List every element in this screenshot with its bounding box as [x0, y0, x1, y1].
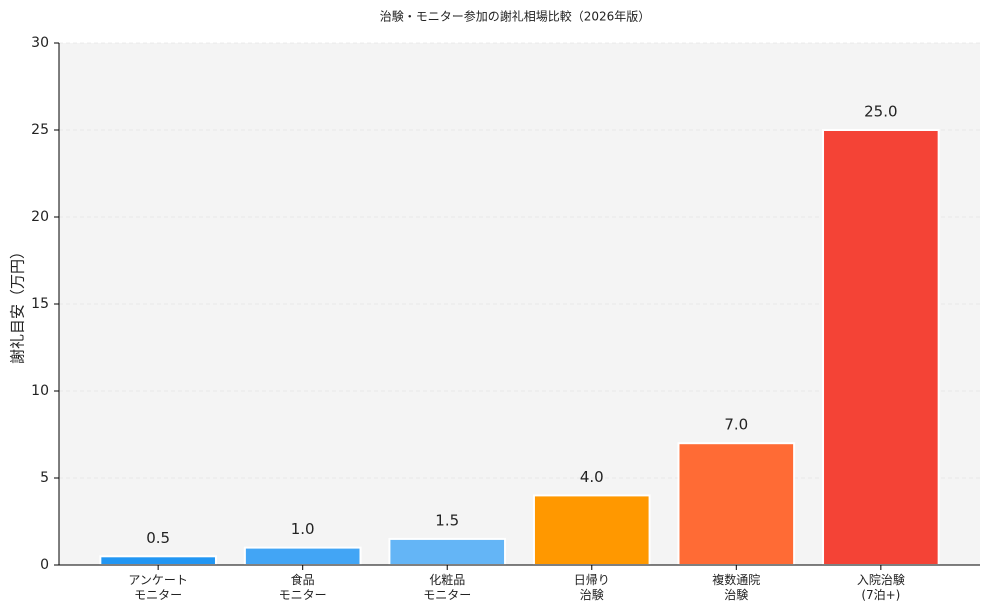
- bar: [822, 129, 940, 566]
- y-tick-label: 10: [31, 383, 49, 399]
- value-label: 1.5: [435, 511, 459, 529]
- bar: [677, 442, 796, 567]
- y-tick-label: 30: [31, 35, 49, 51]
- value-label: 1.0: [291, 520, 315, 538]
- y-tick-label: 15: [31, 296, 49, 312]
- y-tick-label: 0: [40, 557, 49, 573]
- value-label: 0.5: [146, 529, 170, 547]
- y-tick-label: 20: [31, 209, 49, 225]
- x-tick-label: 化粧品 モニター: [423, 573, 472, 602]
- y-tick-label: 25: [31, 122, 49, 138]
- y-axis-label: 謝礼目安（万円）: [9, 244, 27, 364]
- value-label: 25.0: [864, 103, 897, 121]
- bar: [243, 546, 362, 566]
- x-tick-label: 食品 モニター: [278, 573, 327, 602]
- x-tick-label: 複数通院 治験: [712, 573, 761, 602]
- x-tick-label: 入院治験 (7泊+): [856, 573, 905, 602]
- x-tick-label: アンケート モニター: [128, 573, 188, 602]
- bar: [532, 494, 651, 566]
- value-label: 4.0: [580, 468, 604, 486]
- bar: [99, 555, 217, 566]
- value-label: 7.0: [724, 416, 748, 434]
- y-tick-label: 5: [40, 470, 49, 486]
- x-tick-label: 日帰り 治験: [573, 573, 610, 602]
- bar: [388, 537, 507, 567]
- chart-title: 治験・モニター参加の謝礼相場比較（2026年版）: [380, 9, 651, 24]
